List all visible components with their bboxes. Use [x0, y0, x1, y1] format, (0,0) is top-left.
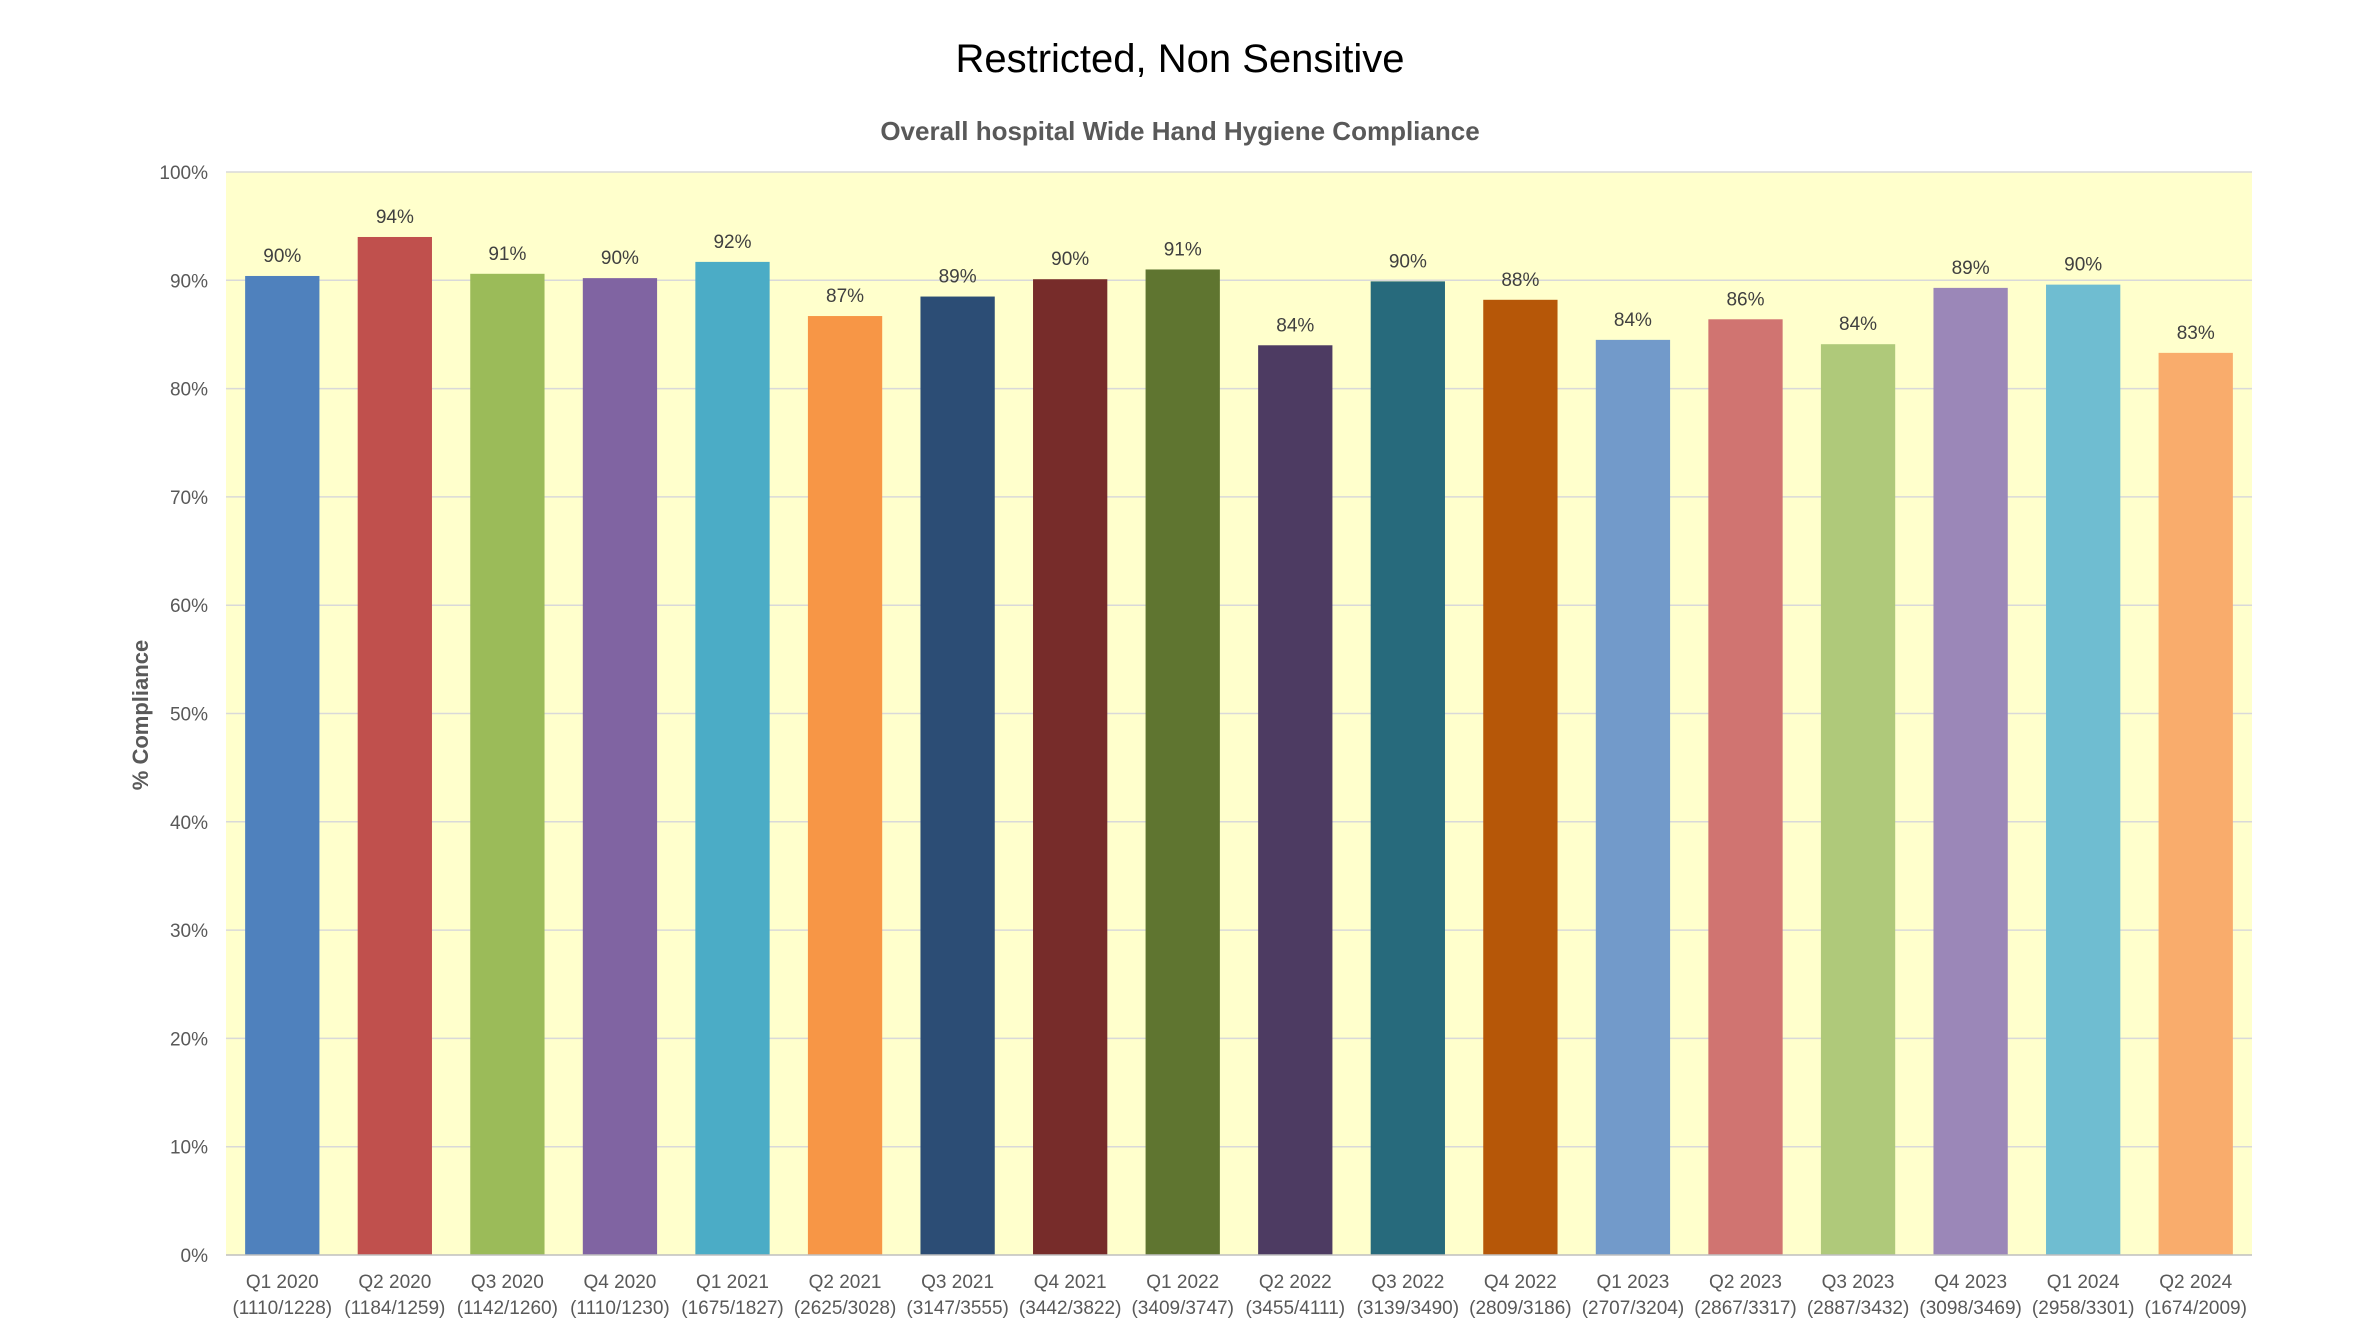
x-tick-label: Q3 2020 — [471, 1272, 544, 1293]
data-label: 86% — [1726, 289, 1764, 310]
y-tick-label: 100% — [159, 163, 208, 184]
data-label: 90% — [263, 246, 301, 267]
x-tick-label: Q2 2022 — [1259, 1272, 1332, 1293]
data-label: 90% — [2064, 255, 2102, 276]
x-tick-label: Q1 2022 — [1146, 1272, 1219, 1293]
x-tick-count: (1674/2009) — [2144, 1298, 2246, 1319]
y-tick-label: 50% — [170, 705, 208, 726]
x-tick-label: Q4 2021 — [1034, 1272, 1107, 1293]
bar — [1033, 279, 1108, 1255]
classification-banner: Restricted, Non Sensitive — [955, 37, 1404, 81]
bar — [695, 261, 770, 1255]
data-label: 91% — [488, 244, 526, 265]
x-tick-label: Q3 2021 — [921, 1272, 994, 1293]
y-tick-label: 60% — [170, 596, 208, 617]
chart-title: Overall hospital Wide Hand Hygiene Compl… — [880, 116, 1479, 146]
y-tick-label: 90% — [170, 271, 208, 292]
bar — [2046, 284, 2121, 1256]
data-label: 89% — [1952, 258, 1990, 279]
data-label: 91% — [1164, 239, 1202, 260]
x-tick-count: (1110/1230) — [570, 1298, 670, 1319]
x-tick-count: (3139/3490) — [1357, 1298, 1459, 1319]
x-tick-label: Q1 2020 — [246, 1272, 319, 1293]
x-tick-count: (2809/3186) — [1469, 1298, 1571, 1319]
data-label: 84% — [1614, 310, 1652, 331]
bar — [1933, 287, 2008, 1256]
x-tick-count: (2867/3317) — [1694, 1298, 1796, 1319]
data-label: 90% — [1389, 251, 1427, 272]
bar — [357, 236, 432, 1256]
x-tick-label: Q1 2024 — [2047, 1272, 2120, 1293]
bar — [1145, 269, 1220, 1256]
bar — [2158, 352, 2233, 1256]
x-tick-count: (2887/3432) — [1807, 1298, 1909, 1319]
bar — [1595, 339, 1671, 1255]
bar — [1708, 319, 1783, 1256]
x-tick-count: (3455/4111) — [1245, 1298, 1345, 1319]
y-tick-label: 70% — [170, 488, 208, 509]
data-label: 92% — [713, 232, 751, 253]
x-tick-count: (2707/3204) — [1582, 1298, 1684, 1319]
bar — [1370, 281, 1445, 1255]
bar — [245, 275, 320, 1255]
y-tick-label: 40% — [170, 813, 208, 834]
bar — [470, 273, 545, 1255]
y-tick-label: 0% — [181, 1246, 209, 1267]
x-tick-label: Q1 2021 — [696, 1272, 769, 1293]
data-label: 94% — [376, 207, 414, 228]
y-tick-label: 10% — [170, 1138, 208, 1159]
x-tick-count: (2958/3301) — [2032, 1298, 2134, 1319]
data-label: 90% — [1051, 249, 1089, 270]
data-label: 83% — [2177, 323, 2215, 344]
y-axis-label: % Compliance — [128, 640, 153, 790]
x-tick-label: Q2 2024 — [2159, 1272, 2232, 1293]
data-label: 90% — [601, 248, 639, 269]
x-tick-label: Q1 2023 — [1596, 1272, 1669, 1293]
bar — [582, 278, 658, 1255]
data-label: 84% — [1276, 315, 1314, 336]
x-tick-count: (3409/3747) — [1131, 1298, 1233, 1319]
bar — [1483, 299, 1558, 1255]
x-tick-label: Q4 2020 — [583, 1272, 656, 1293]
bar — [807, 316, 883, 1255]
x-tick-count: (3098/3469) — [1919, 1298, 2021, 1319]
x-tick-label: Q3 2022 — [1371, 1272, 1444, 1293]
data-label: 89% — [939, 267, 977, 288]
x-tick-count: (1675/1827) — [681, 1298, 783, 1319]
y-tick-label: 30% — [170, 921, 208, 942]
x-tick-count: (3442/3822) — [1019, 1298, 1121, 1319]
x-tick-count: (3147/3555) — [906, 1298, 1008, 1319]
x-tick-count: (1142/1260) — [457, 1298, 558, 1319]
bar — [1820, 344, 1896, 1255]
plot-area: 0% 10% 20% 30% 40% 50% 60% 70% 80% 90% 100% 90% Q1 2… — [159, 163, 2252, 1319]
x-tick-label: Q2 2021 — [809, 1272, 882, 1293]
x-tick-label: Q3 2023 — [1822, 1272, 1895, 1293]
bar — [920, 296, 995, 1255]
x-tick-count: (2625/3028) — [794, 1298, 896, 1319]
x-tick-label: Q4 2022 — [1484, 1272, 1557, 1293]
x-tick-label: Q2 2023 — [1709, 1272, 1782, 1293]
y-tick-label: 20% — [170, 1029, 208, 1050]
data-label: 88% — [1501, 270, 1539, 291]
x-tick-count: (1110/1228) — [232, 1298, 332, 1319]
y-tick-label: 80% — [170, 380, 208, 401]
x-tick-label: Q4 2023 — [1934, 1272, 2007, 1293]
x-tick-label: Q2 2020 — [358, 1272, 431, 1293]
bar — [1258, 345, 1333, 1255]
data-label: 87% — [826, 286, 864, 307]
x-tick-count: (1184/1259) — [344, 1298, 445, 1319]
data-label: 84% — [1839, 314, 1877, 335]
